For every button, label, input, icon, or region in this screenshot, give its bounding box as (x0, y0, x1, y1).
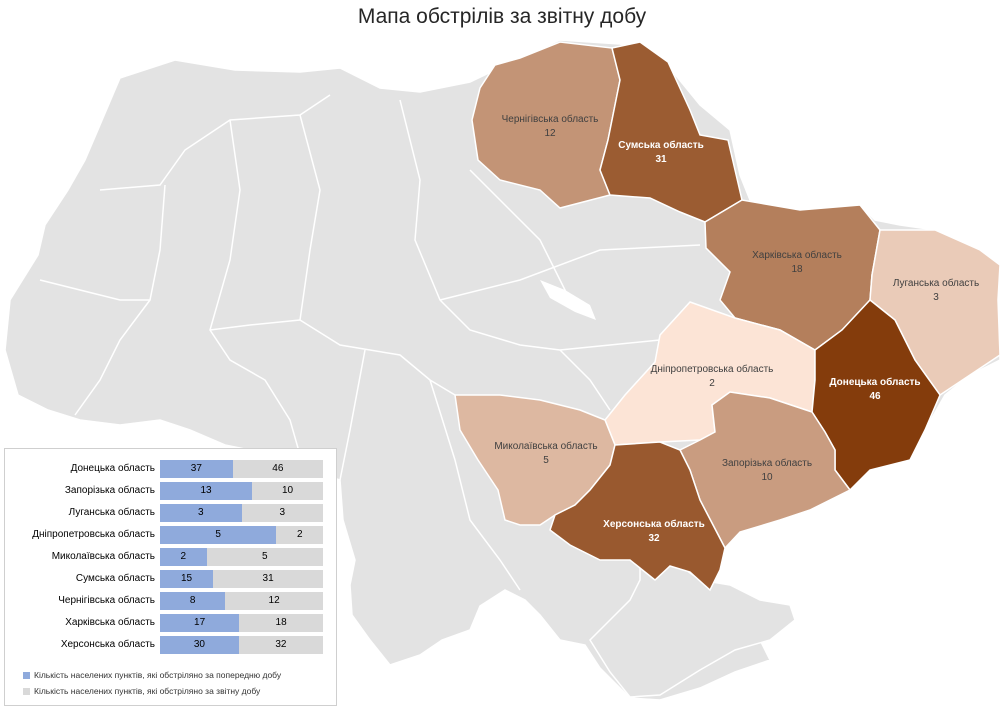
map-title: Мапа обстрілів за звітну добу (357, 5, 647, 28)
bar-category-label: Сумська область (75, 573, 155, 584)
region-kherson[interactable] (549, 441, 726, 592)
crimea (589, 554, 796, 698)
bar-category-label: Запорізька область (64, 485, 155, 496)
label-chernihiv: Чернігівська область 12 (502, 113, 599, 139)
bar-category-label: Дніпропетровська область (32, 529, 155, 540)
reservoir (540, 280, 596, 320)
bar-current-segment: 15 31 (160, 570, 323, 588)
bar-current-value: 46 (272, 463, 284, 474)
bar-previous-value: 37 (190, 463, 202, 474)
bar-previous-segment (160, 592, 226, 610)
bar-row: Миколаївська область 2 5 (5, 547, 338, 567)
label-kherson: Херсонська область 32 (603, 518, 705, 544)
bar-previous-value: 13 (200, 485, 212, 496)
comparison-chart: Донецька область 37 46 Запорізька область 13… (4, 448, 337, 706)
bar-current-segment: 8 12 (160, 592, 323, 610)
bar-current-value: 5 (262, 551, 268, 562)
bar-category-label: Чернігівська область (58, 595, 155, 606)
bar-current-value: 32 (275, 639, 287, 650)
bar-previous-value: 3 (197, 507, 204, 518)
legend-label-current: Кількість населених пунктів, які обстріл… (34, 686, 261, 696)
bar-previous-value: 17 (194, 617, 206, 628)
bar-row: Харківська область 17 18 (5, 613, 338, 633)
bar-row: Херсонська область 30 32 (5, 635, 338, 655)
bar-current-segment: 30 32 (160, 636, 323, 654)
bar-previous-value: 30 (193, 639, 205, 650)
bar-current-segment: 37 46 (160, 460, 323, 478)
bar-current-segment: 17 18 (160, 614, 323, 632)
bar-row: Луганська область 3 3 (5, 503, 338, 523)
bar-current-value: 18 (275, 617, 287, 628)
bar-previous-value: 5 (215, 529, 221, 540)
label-sumy: Сумська область 31 (618, 139, 704, 165)
bar-current-value: 12 (268, 595, 280, 606)
bar-previous-segment (160, 636, 239, 654)
label-zaporizhzhia: Запорізька область 10 (722, 457, 812, 483)
label-kharkiv: Харківська область 18 (752, 249, 842, 275)
bar-previous-segment (160, 614, 240, 632)
bar-previous-segment (160, 482, 253, 500)
bar-previous-value: 2 (180, 551, 187, 562)
label-mykolaiv: Миколаївська область 5 (494, 440, 597, 466)
label-luhansk: Луганська область 3 (893, 277, 979, 303)
legend-label-previous: Кількість населених пунктів, які обстріл… (34, 670, 282, 680)
bar-current-value: 3 (279, 507, 286, 518)
bar-current-segment: 13 10 (160, 482, 323, 500)
bar-category-label: Херсонська область (60, 639, 155, 650)
region-zaporizhzhia[interactable] (678, 391, 852, 550)
bar-current-value: 10 (282, 485, 294, 496)
bar-previous-value: 15 (181, 573, 193, 584)
bar-previous-segment (160, 460, 233, 478)
bar-category-label: Миколаївська область (51, 551, 155, 562)
bar-current-value: 31 (262, 573, 274, 584)
bar-row: Дніпропетровська область 5 2 (5, 525, 338, 545)
bar-previous-segment (160, 526, 277, 544)
bar-previous-value: 8 (189, 595, 196, 606)
bar-category-label: Донецька область (70, 463, 155, 474)
bar-current-value: 2 (296, 529, 303, 540)
legend-swatch-current (23, 688, 30, 696)
legend-item-current: Кількість населених пунктів, які обстріл… (23, 685, 260, 697)
bar-row: Донецька область 37 46 (5, 459, 338, 479)
bar-previous-segment (160, 570, 214, 588)
legend-swatch-previous (23, 672, 30, 680)
neutral-borders (39, 94, 701, 591)
bar-previous-segment (160, 548, 207, 566)
label-donetsk: Донецька область 46 (829, 376, 920, 402)
bar-category-label: Луганська область (68, 507, 155, 518)
bar-row: Чернігівська область 8 12 (5, 591, 338, 611)
label-dnipro: Дніпропетровська область 2 (651, 363, 774, 389)
legend-item-previous: Кількість населених пунктів, які обстріл… (23, 669, 281, 681)
bar-category-label: Харківська область (65, 617, 155, 628)
bar-row: Запорізька область 13 10 (5, 481, 338, 501)
bar-previous-segment (160, 504, 242, 522)
bar-row: Сумська область 15 31 (5, 569, 338, 589)
